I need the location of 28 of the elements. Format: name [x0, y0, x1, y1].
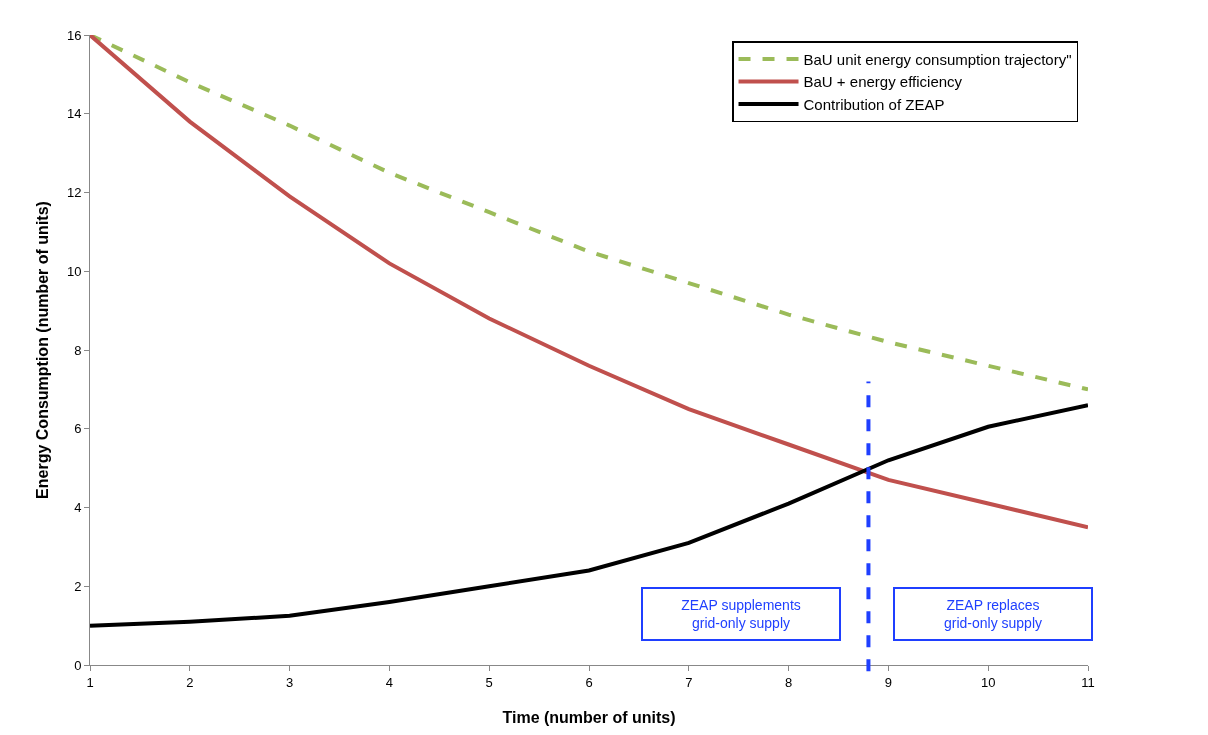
y-tick-label: 8 — [74, 342, 82, 358]
annotation: ZEAP supplements grid-only supply — [681, 597, 801, 632]
x-tick-label: 11 — [1081, 674, 1095, 690]
y-axis-title: Energy Consumption (number of units) — [34, 201, 51, 499]
x-tick-label: 3 — [285, 674, 294, 690]
x-tick-label: 9 — [884, 674, 893, 690]
legend-label: BaU + energy efficiency — [803, 73, 963, 91]
y-tick-label: 16 — [66, 27, 82, 43]
x-tick-label: 4 — [385, 674, 394, 690]
x-tick-label: 10 — [980, 674, 996, 690]
line-series — [90, 35, 1088, 530]
x-tick-label: 2 — [186, 674, 194, 690]
y-tick-label: 12 — [66, 185, 82, 201]
x-tick-label: 8 — [784, 674, 793, 690]
x-axis-title: Time (number of units) — [502, 709, 676, 726]
annotation: ZEAP replaces grid-only supply — [943, 597, 1043, 632]
y-tick-label: 0 — [74, 657, 82, 673]
x-tick-label: 7 — [685, 674, 693, 690]
y-tick-label: 6 — [74, 421, 82, 437]
y-tick-label: 14 — [66, 106, 82, 122]
legend-label: BaU unit energy consumption trajectory" — [803, 50, 1072, 68]
y-tick-label: 10 — [66, 263, 82, 279]
x-tick-label: 5 — [485, 674, 493, 690]
y-tick-label: 2 — [74, 578, 82, 594]
x-tick-label: 6 — [585, 674, 593, 690]
x-tick-label: 1 — [86, 674, 94, 690]
legend-label: Contribution of ZEAP — [803, 95, 945, 113]
y-tick-label: 4 — [74, 500, 82, 516]
